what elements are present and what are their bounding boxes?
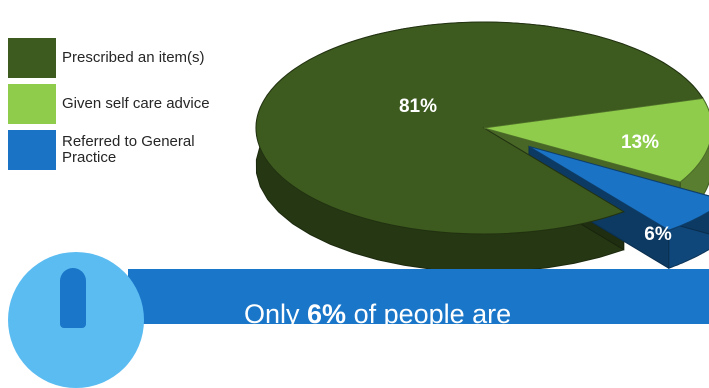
data-label-2: 6% [644,224,672,245]
banner-prefix: Only [244,299,308,324]
legend-swatch-referred [8,130,56,170]
banner-highlight: 6% [307,299,347,324]
info-banner: Only 6% of people are [128,269,709,324]
legend-label-referred: Referred to General Practice [62,133,195,166]
data-label-1: 13% [621,132,659,153]
banner-suffix: of people are [346,299,512,324]
data-label-0: 81% [399,96,437,117]
pie-chart: 81% 13% 6% [255,21,709,273]
pie-slice-1 [483,97,709,183]
legend-item-prescribed: Prescribed an item(s) [8,38,248,78]
legend-item-self-care: Given self care advice [8,84,248,124]
pie-slice-2 [528,145,709,231]
banner-text: Only 6% of people are [244,299,511,324]
legend-label-prescribed: Prescribed an item(s) [62,49,205,66]
legend-label-self-care: Given self care advice [62,95,210,112]
legend-item-referred: Referred to General Practice [8,130,248,170]
chart-legend: Prescribed an item(s) Given self care ad… [8,38,248,176]
legend-swatch-prescribed [8,38,56,78]
exclamation-info-icon [60,268,86,328]
pie-slice-0 [255,21,704,235]
legend-swatch-self-care [8,84,56,124]
